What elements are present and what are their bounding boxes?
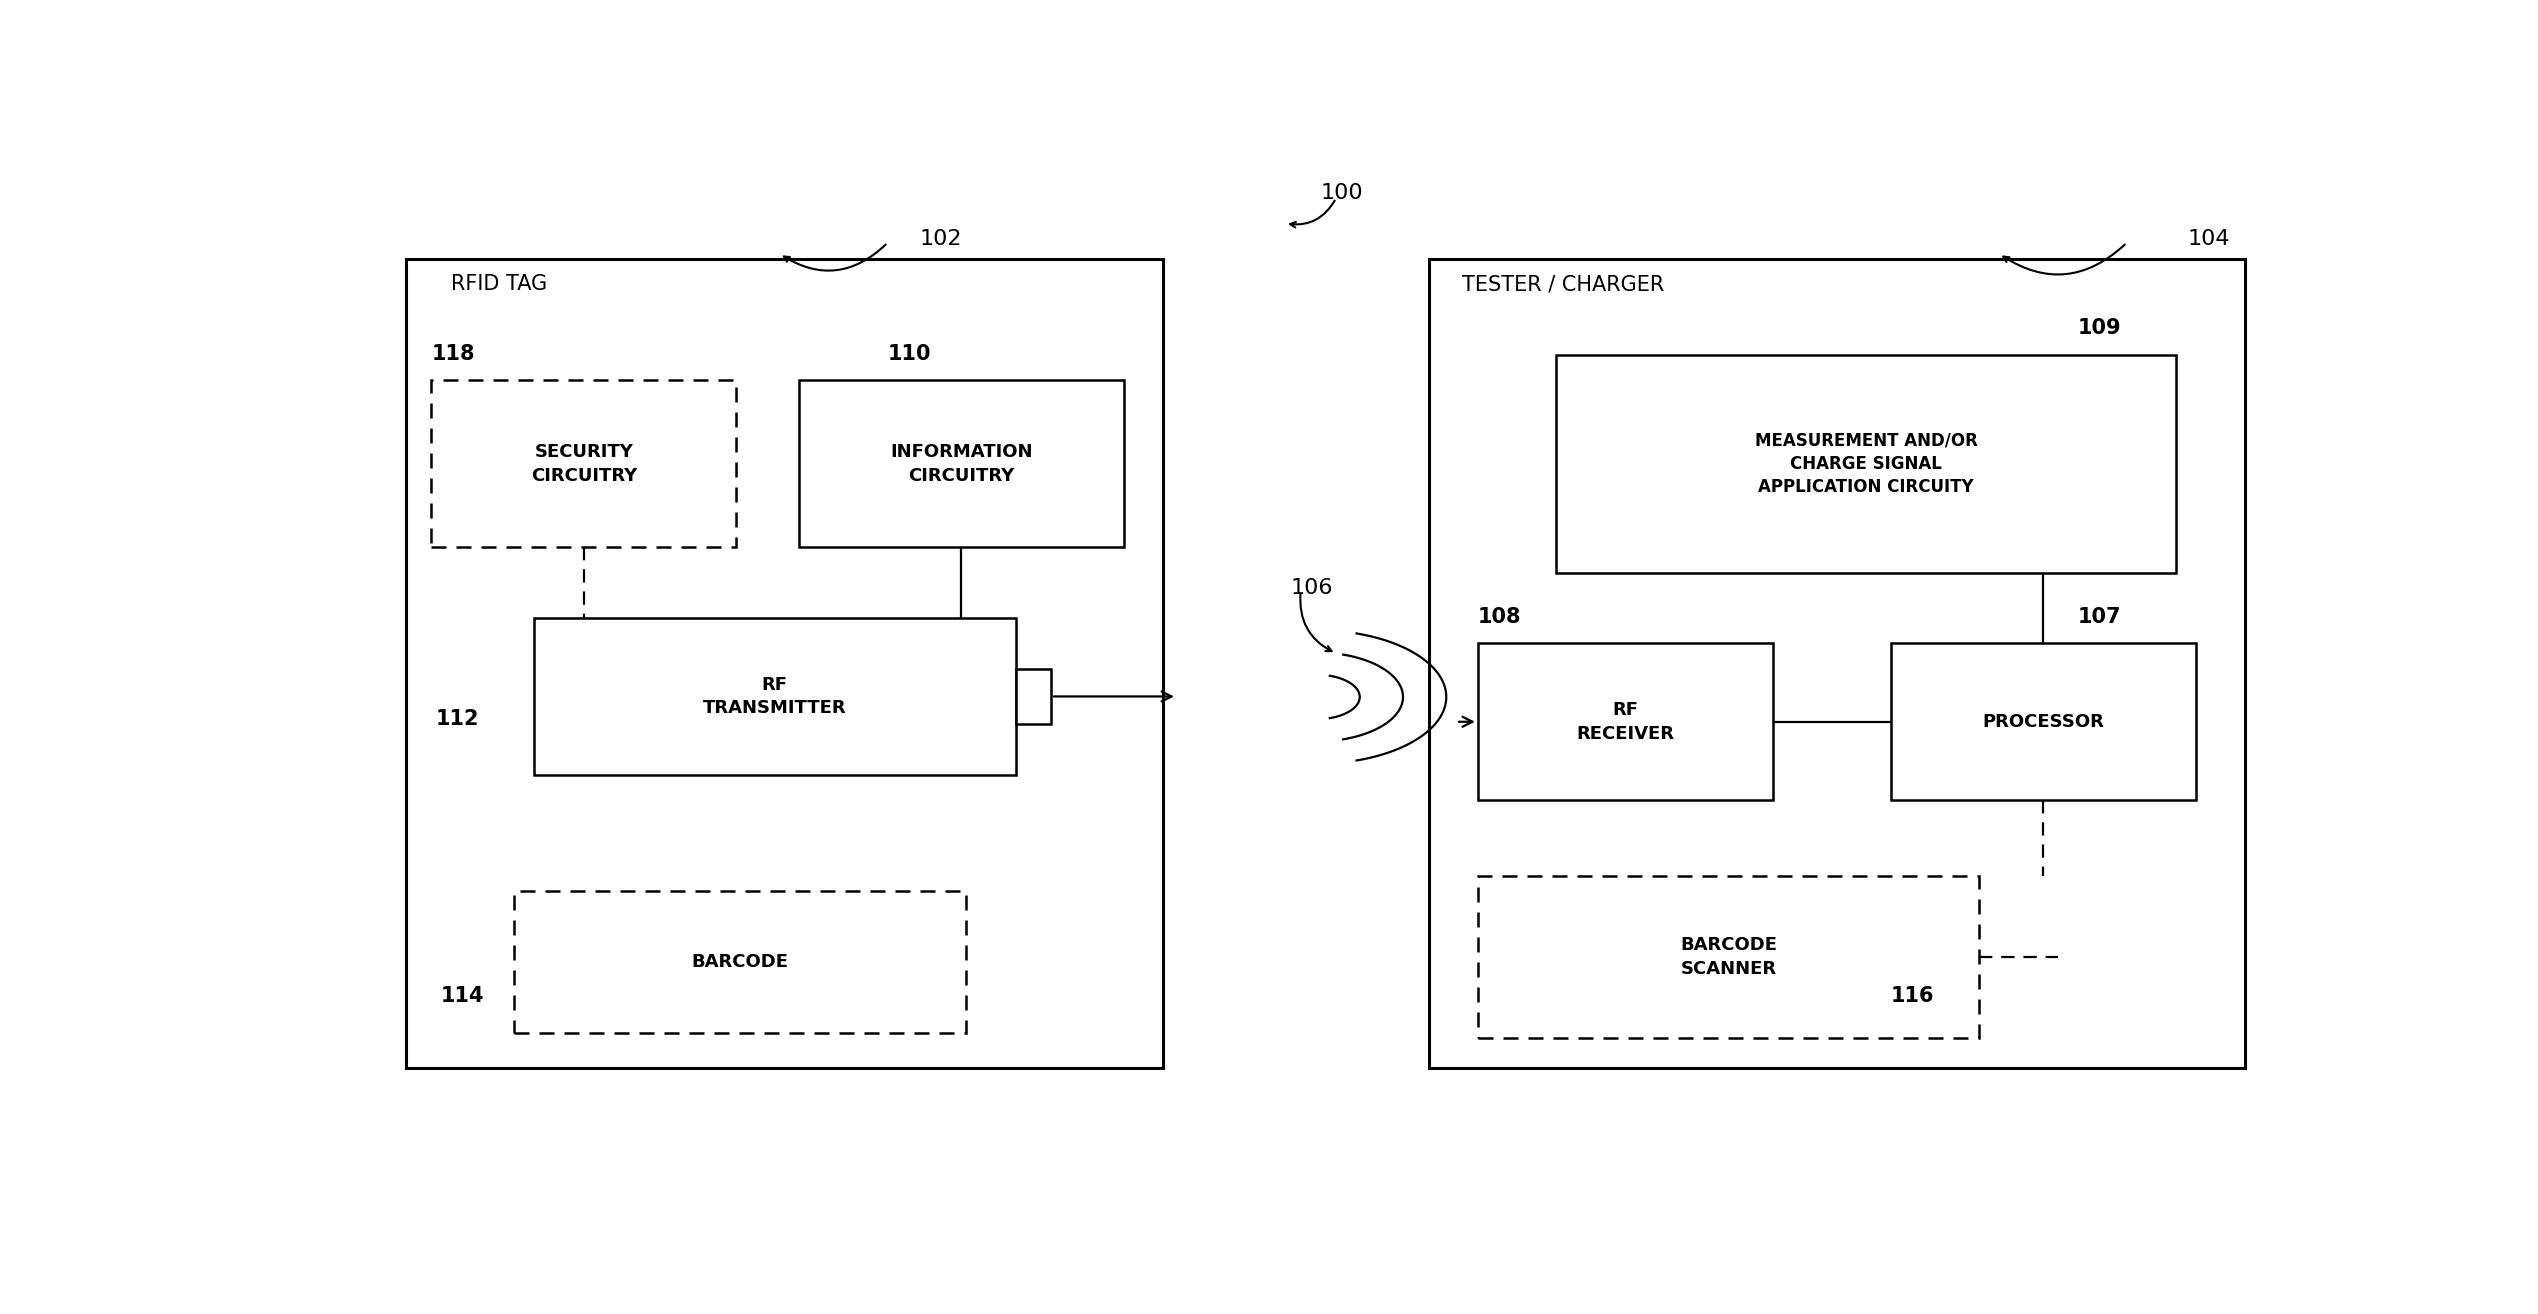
Text: BARCODE: BARCODE	[693, 953, 789, 971]
Text: BARCODE
SCANNER: BARCODE SCANNER	[1680, 936, 1777, 978]
Text: 106: 106	[1292, 578, 1332, 598]
Text: SECURITY
CIRCUITRY: SECURITY CIRCUITRY	[530, 443, 637, 485]
Bar	[799, 380, 1124, 547]
Bar	[1891, 644, 2195, 800]
Bar	[1477, 644, 1774, 800]
Text: RFID TAG: RFID TAG	[452, 275, 548, 294]
Text: 104: 104	[2188, 229, 2231, 248]
Text: 114: 114	[442, 986, 485, 1005]
Text: 112: 112	[437, 710, 480, 729]
Bar	[1015, 669, 1051, 724]
Text: 116: 116	[1891, 986, 1934, 1005]
Text: 108: 108	[1477, 607, 1520, 627]
Bar	[431, 380, 736, 547]
Bar	[1556, 355, 2175, 573]
Text: TESTER / CHARGER: TESTER / CHARGER	[1462, 275, 1665, 294]
Text: INFORMATION
CIRCUITRY: INFORMATION CIRCUITRY	[891, 443, 1033, 485]
Bar	[1429, 259, 2246, 1068]
Text: 110: 110	[888, 344, 931, 364]
Text: RF
RECEIVER: RF RECEIVER	[1576, 700, 1675, 742]
Bar	[533, 618, 1015, 775]
Bar	[406, 259, 1162, 1068]
Text: 102: 102	[919, 229, 962, 248]
Text: RF
TRANSMITTER: RF TRANSMITTER	[703, 675, 845, 717]
Bar	[1477, 876, 1980, 1038]
Text: 118: 118	[431, 344, 475, 364]
Bar	[515, 891, 967, 1033]
Text: 109: 109	[2079, 318, 2122, 338]
Text: 107: 107	[2079, 607, 2122, 627]
Text: PROCESSOR: PROCESSOR	[1982, 712, 2104, 731]
Text: MEASUREMENT AND/OR
CHARGE SIGNAL
APPLICATION CIRCUITY: MEASUREMENT AND/OR CHARGE SIGNAL APPLICA…	[1754, 431, 1977, 497]
Text: 100: 100	[1320, 183, 1363, 204]
